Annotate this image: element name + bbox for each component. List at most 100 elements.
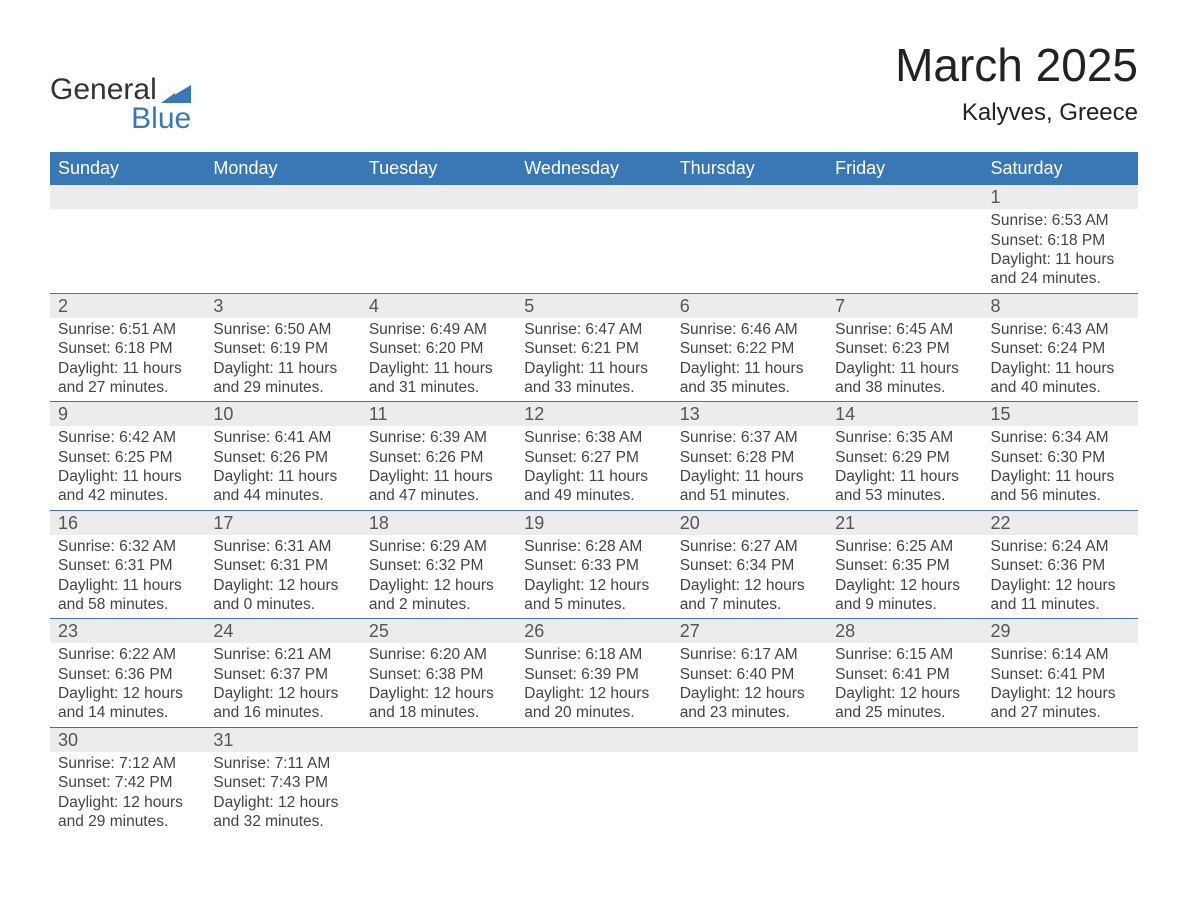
day-details: Sunrise: 6:28 AMSunset: 6:33 PMDaylight:… — [516, 535, 671, 619]
day-details: Sunrise: 6:14 AMSunset: 6:41 PMDaylight:… — [983, 643, 1138, 727]
sunset-line: Sunset: 7:43 PM — [213, 773, 352, 792]
day-21: 21Sunrise: 6:25 AMSunset: 6:35 PMDayligh… — [827, 511, 982, 619]
daylight-line-1: Daylight: 11 hours — [58, 359, 197, 378]
day-details: Sunrise: 7:12 AMSunset: 7:42 PMDaylight:… — [50, 752, 205, 836]
day-empty — [516, 728, 671, 836]
sunset-line: Sunset: 6:24 PM — [991, 339, 1130, 358]
day-details — [361, 752, 516, 834]
daylight-line-2: and 44 minutes. — [213, 486, 352, 505]
daylight-line-1: Daylight: 12 hours — [58, 684, 197, 703]
week-row: 30Sunrise: 7:12 AMSunset: 7:42 PMDayligh… — [50, 727, 1138, 836]
day-details: Sunrise: 6:34 AMSunset: 6:30 PMDaylight:… — [983, 426, 1138, 510]
daylight-line-1: Daylight: 12 hours — [58, 793, 197, 812]
sunrise-line: Sunrise: 6:49 AM — [369, 320, 508, 339]
sunrise-line: Sunrise: 6:51 AM — [58, 320, 197, 339]
daylight-line-2: and 11 minutes. — [991, 595, 1130, 614]
day-number: 19 — [516, 511, 671, 535]
daylight-line-1: Daylight: 12 hours — [213, 576, 352, 595]
sunset-line: Sunset: 6:30 PM — [991, 448, 1130, 467]
sunrise-line: Sunrise: 6:31 AM — [213, 537, 352, 556]
day-31: 31Sunrise: 7:11 AMSunset: 7:43 PMDayligh… — [205, 728, 360, 836]
sunrise-line: Sunrise: 6:21 AM — [213, 645, 352, 664]
daylight-line-2: and 0 minutes. — [213, 595, 352, 614]
day-details: Sunrise: 6:49 AMSunset: 6:20 PMDaylight:… — [361, 318, 516, 402]
sunset-line: Sunset: 6:21 PM — [524, 339, 663, 358]
sunset-line: Sunset: 6:38 PM — [369, 665, 508, 684]
logo: General Blue — [50, 75, 191, 134]
day-details: Sunrise: 6:25 AMSunset: 6:35 PMDaylight:… — [827, 535, 982, 619]
daylight-line-1: Daylight: 12 hours — [991, 684, 1130, 703]
day-number: 14 — [827, 402, 982, 426]
daylight-line-1: Daylight: 11 hours — [991, 467, 1130, 486]
day-details: Sunrise: 6:47 AMSunset: 6:21 PMDaylight:… — [516, 318, 671, 402]
day-number: 20 — [672, 511, 827, 535]
day-details: Sunrise: 6:35 AMSunset: 6:29 PMDaylight:… — [827, 426, 982, 510]
dow-header-row: SundayMondayTuesdayWednesdayThursdayFrid… — [50, 152, 1138, 185]
day-details: Sunrise: 6:21 AMSunset: 6:37 PMDaylight:… — [205, 643, 360, 727]
day-27: 27Sunrise: 6:17 AMSunset: 6:40 PMDayligh… — [672, 619, 827, 727]
daylight-line-2: and 31 minutes. — [369, 378, 508, 397]
sunset-line: Sunset: 6:35 PM — [835, 556, 974, 575]
day-details: Sunrise: 6:27 AMSunset: 6:34 PMDaylight:… — [672, 535, 827, 619]
sunrise-line: Sunrise: 6:28 AM — [524, 537, 663, 556]
day-3: 3Sunrise: 6:50 AMSunset: 6:19 PMDaylight… — [205, 294, 360, 402]
daylight-line-2: and 9 minutes. — [835, 595, 974, 614]
sunset-line: Sunset: 6:31 PM — [213, 556, 352, 575]
day-details — [516, 209, 671, 291]
title-block: March 2025 Kalyves, Greece — [895, 40, 1138, 127]
daylight-line-1: Daylight: 11 hours — [835, 359, 974, 378]
week-row: 1Sunrise: 6:53 AMSunset: 6:18 PMDaylight… — [50, 185, 1138, 293]
dow-wednesday: Wednesday — [516, 152, 671, 185]
sunset-line: Sunset: 6:41 PM — [835, 665, 974, 684]
day-13: 13Sunrise: 6:37 AMSunset: 6:28 PMDayligh… — [672, 402, 827, 510]
day-number: 21 — [827, 511, 982, 535]
day-details: Sunrise: 6:46 AMSunset: 6:22 PMDaylight:… — [672, 318, 827, 402]
daylight-line-1: Daylight: 12 hours — [213, 793, 352, 812]
sunrise-line: Sunrise: 6:41 AM — [213, 428, 352, 447]
daylight-line-1: Daylight: 11 hours — [680, 359, 819, 378]
sunrise-line: Sunrise: 6:43 AM — [991, 320, 1130, 339]
sunrise-line: Sunrise: 6:27 AM — [680, 537, 819, 556]
day-22: 22Sunrise: 6:24 AMSunset: 6:36 PMDayligh… — [983, 511, 1138, 619]
day-details: Sunrise: 6:51 AMSunset: 6:18 PMDaylight:… — [50, 318, 205, 402]
sunrise-line: Sunrise: 6:50 AM — [213, 320, 352, 339]
day-5: 5Sunrise: 6:47 AMSunset: 6:21 PMDaylight… — [516, 294, 671, 402]
daylight-line-2: and 2 minutes. — [369, 595, 508, 614]
day-number: 3 — [205, 294, 360, 318]
sunset-line: Sunset: 6:25 PM — [58, 448, 197, 467]
sunset-line: Sunset: 6:26 PM — [369, 448, 508, 467]
daylight-line-1: Daylight: 11 hours — [58, 467, 197, 486]
day-details: Sunrise: 6:41 AMSunset: 6:26 PMDaylight:… — [205, 426, 360, 510]
daylight-line-2: and 56 minutes. — [991, 486, 1130, 505]
day-empty — [50, 185, 205, 293]
day-30: 30Sunrise: 7:12 AMSunset: 7:42 PMDayligh… — [50, 728, 205, 836]
day-empty — [516, 185, 671, 293]
location-label: Kalyves, Greece — [895, 99, 1138, 127]
day-number — [516, 185, 671, 209]
day-number — [361, 185, 516, 209]
dow-sunday: Sunday — [50, 152, 205, 185]
day-number: 5 — [516, 294, 671, 318]
calendar: SundayMondayTuesdayWednesdayThursdayFrid… — [50, 152, 1138, 835]
daylight-line-1: Daylight: 11 hours — [991, 359, 1130, 378]
sunrise-line: Sunrise: 6:53 AM — [991, 211, 1130, 230]
daylight-line-1: Daylight: 11 hours — [213, 359, 352, 378]
day-number: 28 — [827, 619, 982, 643]
daylight-line-2: and 5 minutes. — [524, 595, 663, 614]
day-7: 7Sunrise: 6:45 AMSunset: 6:23 PMDaylight… — [827, 294, 982, 402]
daylight-line-1: Daylight: 11 hours — [369, 467, 508, 486]
sunset-line: Sunset: 7:42 PM — [58, 773, 197, 792]
sunset-line: Sunset: 6:26 PM — [213, 448, 352, 467]
day-details — [361, 209, 516, 291]
day-number — [983, 728, 1138, 752]
day-empty — [827, 185, 982, 293]
daylight-line-2: and 38 minutes. — [835, 378, 974, 397]
daylight-line-2: and 23 minutes. — [680, 703, 819, 722]
sunset-line: Sunset: 6:36 PM — [58, 665, 197, 684]
sunrise-line: Sunrise: 6:47 AM — [524, 320, 663, 339]
sunset-line: Sunset: 6:41 PM — [991, 665, 1130, 684]
sunset-line: Sunset: 6:31 PM — [58, 556, 197, 575]
sunrise-line: Sunrise: 6:17 AM — [680, 645, 819, 664]
day-details: Sunrise: 6:20 AMSunset: 6:38 PMDaylight:… — [361, 643, 516, 727]
day-details: Sunrise: 6:50 AMSunset: 6:19 PMDaylight:… — [205, 318, 360, 402]
